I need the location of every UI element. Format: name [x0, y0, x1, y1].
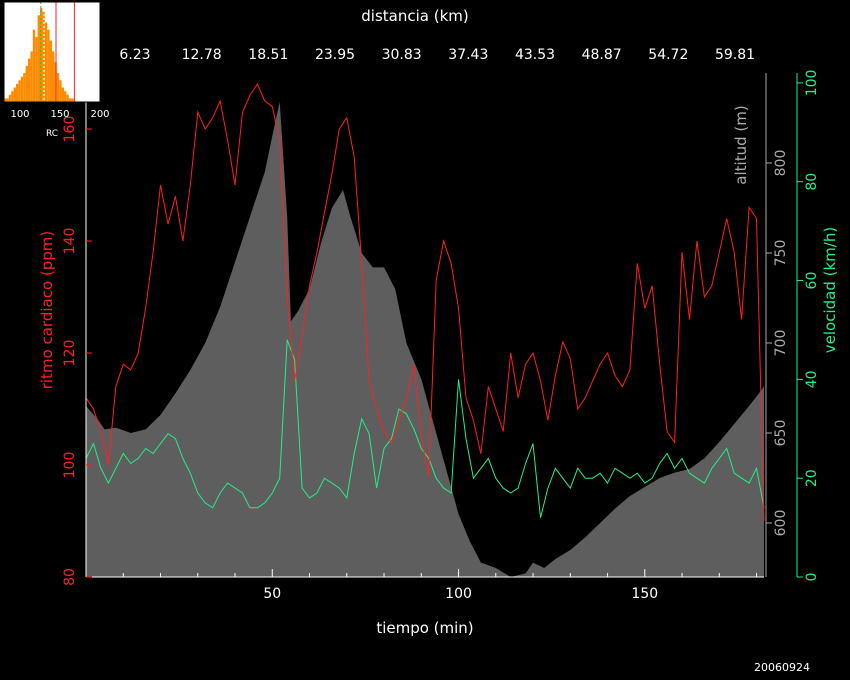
x-tick-label: 100 [445, 586, 472, 602]
alt-tick-label: 650 [773, 420, 789, 447]
left-axis-ticks: 80 100 120 140 160 [62, 116, 92, 586]
speed-axis-title: velocidad (km/h) [821, 227, 839, 353]
left-axis-title: ritmo cardiaco (ppm) [38, 231, 56, 390]
alt-tick-label: 800 [773, 150, 789, 177]
speed-tick-label: 60 [804, 272, 820, 290]
x-tick-label: 50 [263, 586, 281, 602]
top-tick-label: 43.53 [515, 47, 555, 63]
speed-tick-label: 0 [804, 573, 820, 582]
top-tick-label: 6.23 [119, 47, 150, 63]
histogram-bar [20, 76, 24, 102]
speed-tick-label: 80 [804, 173, 820, 191]
main-plot [85, 83, 765, 578]
histogram-tick-label: 200 [90, 109, 109, 120]
speed-axis-ticks: 0 20 40 60 80 100 [796, 70, 820, 582]
speed-tick-label: 40 [804, 370, 820, 388]
top-tick-label: 59.81 [715, 47, 755, 63]
date-label: 20060924 [754, 661, 810, 674]
histogram-bar [44, 22, 48, 102]
speed-line [85, 339, 765, 518]
altitude-axis-ticks: 600 650 700 750 800 [765, 73, 789, 577]
histogram-bar [71, 98, 74, 102]
top-axis-ticks: 6.23 12.78 18.51 23.95 30.83 37.43 43.53 48.87 5… [119, 47, 755, 63]
histogram-bar [68, 98, 72, 102]
hr-tick-label: 100 [62, 452, 78, 479]
histogram-tick-label: 100 [10, 109, 29, 120]
histogram-bar [37, 15, 40, 103]
histogram-tick-label: 150 [50, 109, 69, 120]
top-tick-label: 48.87 [582, 47, 622, 63]
histogram-frame [3, 1, 101, 103]
histogram-bar [25, 65, 28, 102]
top-tick-label: 30.83 [382, 47, 422, 63]
hr-tick-label: 160 [62, 116, 78, 143]
heart-rate-histogram: 100 150 200 [3, 1, 110, 120]
histogram-bar [16, 83, 19, 102]
top-tick-label: 37.43 [448, 47, 488, 63]
top-tick-label: 54.72 [648, 47, 688, 63]
histogram-bar [64, 91, 67, 102]
histogram-bar [59, 80, 62, 102]
hr-tick-label: 140 [62, 228, 78, 255]
alt-tick-label: 700 [773, 330, 789, 357]
histogram-x-title: RC [46, 129, 58, 139]
histogram-bar [35, 36, 38, 102]
histogram-bar [42, 11, 45, 102]
histogram-bar [49, 40, 52, 102]
histogram-bar [61, 87, 64, 102]
bottom-axis-ticks: 50 100 150 [122, 569, 758, 602]
histogram-bar [32, 29, 36, 103]
altitude-axis-title: altitud (m) [732, 105, 750, 184]
top-tick-label: 18.51 [248, 47, 288, 63]
speed-tick-label: 100 [804, 70, 820, 97]
histogram-bar [4, 98, 7, 102]
speed-tick-label: 20 [804, 469, 820, 487]
heart-rate-line [85, 83, 765, 522]
top-axis-title: distancia (km) [361, 7, 468, 25]
altitude-area [86, 101, 764, 578]
histogram-bar [66, 94, 69, 102]
histogram-bar [6, 98, 9, 102]
histogram-bar [18, 80, 21, 102]
alt-tick-label: 750 [773, 240, 789, 267]
histogram-bar [56, 73, 60, 102]
hr-tick-label: 120 [62, 340, 78, 367]
histogram-bar [13, 87, 16, 102]
histogram-bar [30, 51, 33, 102]
histogram-bar [23, 73, 26, 102]
histogram-bar [8, 94, 12, 102]
x-axis-title: tiempo (min) [376, 619, 473, 637]
histogram-bar [52, 51, 55, 102]
alt-tick-label: 600 [773, 510, 789, 537]
hr-tick-label: 80 [62, 568, 78, 586]
histogram-bar [47, 29, 50, 103]
top-tick-label: 12.78 [182, 47, 222, 63]
x-tick-label: 150 [631, 586, 658, 602]
histogram-bar [28, 58, 31, 102]
histogram-bar [11, 91, 14, 102]
top-tick-label: 23.95 [315, 47, 355, 63]
